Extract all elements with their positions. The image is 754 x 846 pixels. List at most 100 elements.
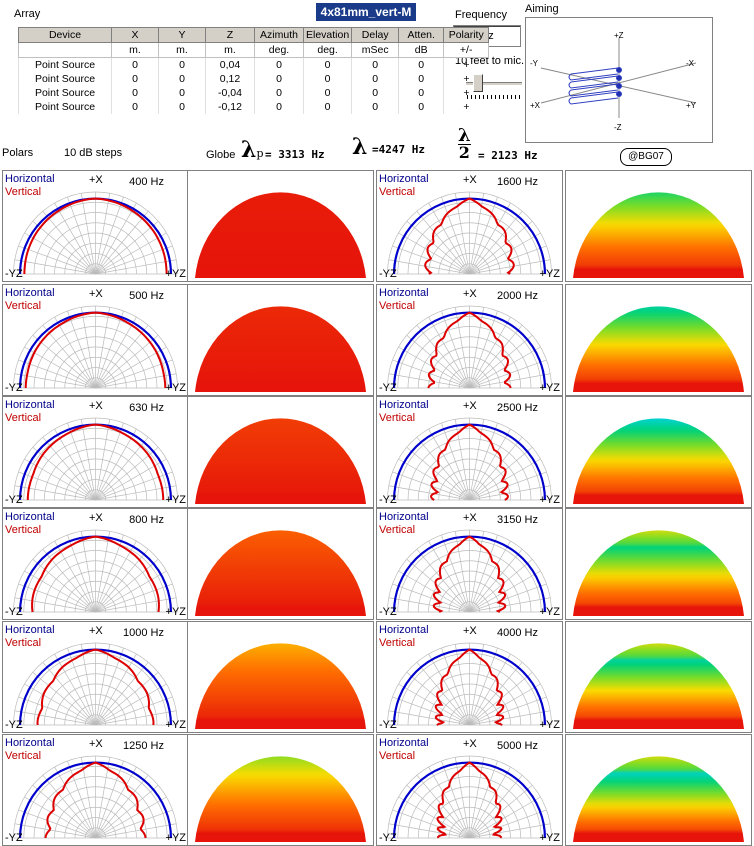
table-cell[interactable]: 0 <box>111 100 159 114</box>
unit-cell: m. <box>111 42 159 58</box>
axis-left-label: -YZ <box>379 268 397 280</box>
table-cell[interactable]: 0 <box>158 57 206 72</box>
axis-top-label: +X <box>89 625 103 637</box>
table-cell[interactable]: 0 <box>111 86 159 100</box>
table-cell[interactable]: Point Source <box>18 72 112 86</box>
globe-plot <box>187 396 374 508</box>
legend-vertical: Vertical <box>5 412 42 424</box>
col-header-4: Azimuth <box>254 27 304 43</box>
polar-chart <box>387 755 552 839</box>
unit-cell: m. <box>205 42 255 58</box>
globe-chart <box>573 306 744 392</box>
table-cell[interactable]: 0 <box>398 100 444 114</box>
table-cell[interactable]: 0 <box>398 57 444 72</box>
globe-plot <box>565 508 752 620</box>
lambda-value: =4247 Hz <box>372 143 425 156</box>
axis-ny: -Y <box>530 59 539 68</box>
table-row[interactable]: Point Source 0 0 0,12 0 0 0 0 + <box>18 72 489 86</box>
slider-ticks <box>467 95 523 99</box>
axis-left-label: -YZ <box>5 382 23 394</box>
polar-chart <box>13 529 178 613</box>
polar-plot: Horizontal Vertical +X -YZ +YZ 630 Hz <box>2 396 189 508</box>
table-cell[interactable]: 0 <box>158 72 206 86</box>
table-cell[interactable]: 0 <box>158 100 206 114</box>
lambda-p-symbol: λp <box>241 137 264 163</box>
table-cell[interactable]: 0 <box>351 57 399 72</box>
table-cell[interactable]: 0 <box>351 100 399 114</box>
axis-top-label: +X <box>89 400 103 412</box>
table-cell[interactable]: 0 <box>351 72 399 86</box>
table-cell[interactable]: + <box>443 100 489 114</box>
distance-slider-track[interactable] <box>466 82 522 86</box>
table-cell[interactable]: 0 <box>111 57 159 72</box>
col-header-0: Device <box>18 27 112 43</box>
table-cell[interactable]: 0 <box>398 86 444 100</box>
legend-horizontal: Horizontal <box>5 511 55 523</box>
col-header-8: Polarity <box>443 27 490 43</box>
globe-chart <box>195 756 366 842</box>
table-cell[interactable]: 0 <box>398 72 444 86</box>
table-cell[interactable]: 0 <box>302 86 352 100</box>
col-header-2: Y <box>158 27 206 43</box>
globe-plot <box>187 734 374 846</box>
table-cell[interactable]: 0 <box>254 100 304 114</box>
axis-left-label: -YZ <box>5 268 23 280</box>
axis-top-label: +X <box>89 512 103 524</box>
unit-cell: deg. <box>254 42 304 58</box>
legend-horizontal: Horizontal <box>5 173 55 185</box>
unit-cell: mSec <box>351 42 400 58</box>
table-cell[interactable]: Point Source <box>18 57 112 72</box>
axis-left-label: -YZ <box>379 832 397 844</box>
legend-horizontal: Horizontal <box>379 511 429 523</box>
axis-top-label: +X <box>463 512 477 524</box>
table-cell[interactable]: Point Source <box>18 100 112 114</box>
polar-plot: Horizontal Vertical +X -YZ +YZ 500 Hz <box>2 284 189 396</box>
table-cell[interactable]: -0,04 <box>205 86 255 100</box>
aiming-view[interactable]: +Z -Z -Y -X +X +Y <box>525 17 713 143</box>
lambda-p-value: = 3313 Hz <box>265 148 325 161</box>
globe-chart <box>573 418 744 504</box>
axis-left-label: -YZ <box>5 832 23 844</box>
axis-right-label: +YZ <box>539 382 560 394</box>
table-cell[interactable]: 0,12 <box>205 72 255 86</box>
polar-plot: Horizontal Vertical +X -YZ +YZ 2000 Hz <box>376 284 563 396</box>
table-row[interactable]: Point Source 0 0 -0,12 0 0 0 0 + <box>18 100 489 114</box>
legend-vertical: Vertical <box>5 300 42 312</box>
table-cell[interactable]: 0 <box>254 86 304 100</box>
globe-label: Globe <box>206 149 236 161</box>
table-cell[interactable]: 0 <box>158 86 206 100</box>
legend-horizontal: Horizontal <box>379 173 429 185</box>
globe-plot <box>565 284 752 396</box>
table-cell[interactable]: 0 <box>302 100 352 114</box>
polar-chart <box>13 642 178 726</box>
axis-top-label: +X <box>463 738 477 750</box>
table-body: m. m. m. deg. deg. mSec dB +/- Point Source 0 0 0,0… <box>18 42 490 114</box>
table-cell[interactable]: 0 <box>302 72 352 86</box>
globe-chart <box>195 306 366 392</box>
table-cell[interactable]: 0 <box>302 57 352 72</box>
lambda-symbol: λ <box>352 134 368 160</box>
table-cell[interactable]: 0 <box>254 57 304 72</box>
table-cell[interactable]: Point Source <box>18 86 112 100</box>
table-cell[interactable]: 0,04 <box>205 57 255 72</box>
units-row: m. m. m. deg. deg. mSec dB +/- <box>18 42 490 58</box>
axis-right-label: +YZ <box>165 382 186 394</box>
table-cell[interactable]: -0,12 <box>205 100 255 114</box>
table-row[interactable]: Point Source 0 0 -0,04 0 0 0 0 + <box>18 86 489 100</box>
legend-vertical: Vertical <box>5 186 42 198</box>
unit-cell: +/- <box>443 42 490 58</box>
table-cell[interactable]: + <box>443 72 489 86</box>
globe-chart <box>195 192 366 278</box>
table-cell[interactable]: + <box>443 57 489 72</box>
table-cell[interactable]: 0 <box>254 72 304 86</box>
axis-right-label: +YZ <box>539 494 560 506</box>
legend-horizontal: Horizontal <box>5 287 55 299</box>
axis-py: +Y <box>686 101 697 110</box>
table-cell[interactable]: 0 <box>111 72 159 86</box>
table-cell[interactable]: + <box>443 86 489 100</box>
table-cell[interactable]: 0 <box>351 86 399 100</box>
table-row[interactable]: Point Source 0 0 0,04 0 0 0 0 + <box>18 57 489 72</box>
aiming-label: Aiming <box>525 3 559 15</box>
legend-vertical: Vertical <box>379 412 416 424</box>
legend-vertical: Vertical <box>379 300 416 312</box>
